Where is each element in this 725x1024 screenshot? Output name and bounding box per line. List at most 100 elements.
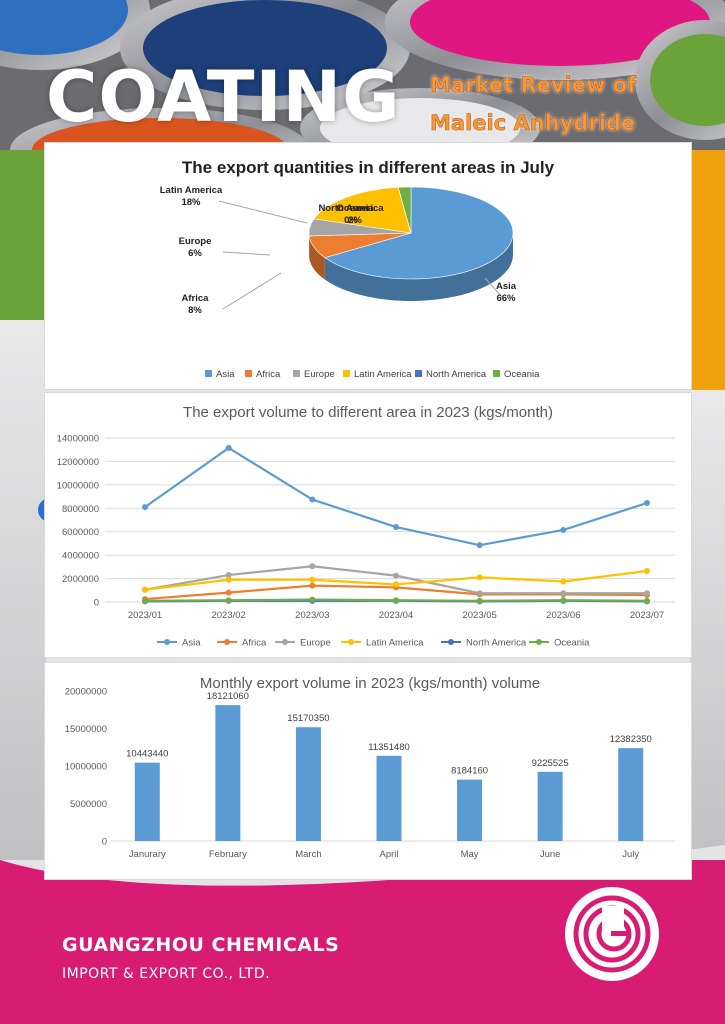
pie-label-line: Asia — [496, 281, 517, 292]
bar-xtick-label: March — [295, 849, 321, 860]
bar-xtick-label: Janurary — [129, 849, 166, 860]
bar-value-label: 18121060 — [207, 691, 249, 702]
line-xtick-label: 2023/05 — [462, 610, 496, 621]
bar-ytick-label: 0 — [102, 837, 107, 848]
bar-xtick-label: June — [540, 849, 561, 860]
line-point-asia — [393, 524, 399, 531]
pie-chart-title: The export quantities in different areas… — [182, 158, 555, 177]
pie-label-asia: Asia 66% — [496, 281, 517, 304]
pie-side-asia — [324, 233, 513, 301]
pie-label-line: Latin America — [160, 185, 223, 196]
line-ytick-label: 2000000 — [62, 574, 99, 585]
legend-label-north-america: North America — [426, 369, 487, 380]
subtitle-line-1: Market Review of — [430, 73, 637, 97]
company-tagline: IMPORT & EXPORT CO., LTD. — [62, 966, 271, 982]
bar-march — [295, 727, 321, 841]
line-ytick-label: 10000000 — [57, 480, 99, 491]
line-point-oceania — [560, 597, 567, 604]
legend-swatch-asia — [205, 370, 212, 377]
line-ytick-label: 14000000 — [57, 434, 99, 445]
bar-value-label: 8184160 — [451, 766, 488, 777]
bar-xtick-label: April — [379, 849, 398, 860]
line-chart-panel: The export volume to different area in 2… — [44, 392, 692, 658]
line-point-latin-america — [644, 567, 650, 574]
pie-label-line: 2% — [348, 215, 362, 226]
pie-label-line: North America — [318, 203, 384, 214]
line-point-asia — [560, 526, 567, 533]
bar-value-label: 9225525 — [532, 758, 569, 769]
pie-chart: The export quantities in different areas… — [160, 158, 555, 380]
pie-label-line: 18% — [181, 197, 201, 208]
legend-marker-europe — [282, 639, 288, 645]
legend-label-oceania: Oceania — [554, 638, 590, 649]
bar-chart-title: Monthly export volume in 2023 (kgs/month… — [200, 675, 540, 692]
line-point-africa — [309, 582, 316, 589]
line-point-europe — [476, 590, 483, 597]
bar-xtick-label: May — [461, 849, 479, 860]
pie-label-line: 0% — [344, 215, 358, 226]
bar-june — [537, 771, 563, 841]
legend-marker-oceania — [536, 639, 542, 645]
line-point-africa — [225, 589, 232, 596]
line-point-latin-america — [225, 576, 232, 583]
legend-label-africa: Africa — [242, 638, 267, 649]
bar-ytick-label: 20000000 — [65, 687, 107, 698]
legend-swatch-north-america — [415, 370, 422, 377]
line-ytick-label: 8000000 — [62, 504, 99, 515]
line-point-oceania — [644, 597, 650, 604]
line-point-asia — [142, 504, 148, 511]
legend-label-oceania: Oceania — [504, 369, 540, 380]
line-point-latin-america — [560, 578, 567, 585]
line-point-asia — [225, 444, 232, 451]
line-point-latin-america — [393, 581, 399, 588]
line-point-europe — [309, 563, 316, 570]
bar-chart: Monthly export volume in 2023 (kgs/month… — [65, 675, 675, 860]
line-ytick-label: 0 — [94, 598, 99, 609]
pie-leader-europe — [222, 251, 271, 256]
line-point-oceania — [225, 597, 232, 604]
legend-label-latin-america: Latin America — [354, 369, 412, 380]
legend-marker-asia — [164, 639, 170, 645]
pie-label-line: Africa — [182, 293, 210, 304]
subtitle-line-2: Maleic Anhydride — [430, 111, 636, 135]
line-point-oceania — [393, 597, 399, 604]
legend-label-asia: Asia — [182, 638, 201, 649]
pie-label-line: 8% — [188, 305, 202, 316]
line-point-latin-america — [476, 574, 483, 581]
pie-label-latin-america: Latin America 18% — [160, 185, 223, 208]
line-point-asia — [476, 542, 483, 549]
bar-may — [457, 779, 483, 841]
line-ytick-label: 4000000 — [62, 551, 99, 562]
legend-swatch-europe — [293, 370, 300, 377]
line-chart: The export volume to different area in 2… — [57, 404, 675, 649]
line-point-asia — [309, 496, 316, 503]
bar-value-label: 10443440 — [126, 749, 168, 760]
pie-label-line: Oceania — [337, 203, 375, 214]
pie-side-africa — [309, 235, 325, 280]
legend-marker-africa — [224, 639, 230, 645]
bar-ytick-label: 15000000 — [65, 724, 107, 735]
gc-logo-icon — [565, 887, 659, 981]
coating-heading: COATING — [46, 56, 401, 138]
line-xtick-label: 2023/07 — [630, 610, 664, 621]
bar-february — [215, 705, 241, 841]
pie-label-oceania: Oceania 2% — [337, 203, 375, 226]
line-chart-title: The export volume to different area in 2… — [183, 404, 553, 421]
pie-label-line: Europe — [179, 236, 212, 247]
pie-label-north-america: North America 0% — [318, 203, 384, 226]
bar-april — [376, 755, 402, 841]
pie-leader-asia — [484, 277, 503, 298]
bar-value-label: 11351480 — [368, 742, 410, 753]
pie-slice-oceania — [397, 186, 412, 234]
legend-label-europe: Europe — [300, 638, 331, 649]
bar-xtick-label: February — [209, 849, 247, 860]
bar-ytick-label: 10000000 — [65, 762, 107, 773]
line-point-latin-america — [142, 586, 148, 593]
line-ytick-label: 12000000 — [57, 457, 99, 468]
line-point-latin-america — [309, 576, 316, 583]
line-xtick-label: 2023/01 — [128, 610, 162, 621]
line-series-asia — [144, 446, 648, 547]
pie-label-africa: Africa 8% — [182, 293, 210, 316]
line-xtick-label: 2023/02 — [211, 610, 245, 621]
pie-label-line: 6% — [188, 248, 202, 259]
